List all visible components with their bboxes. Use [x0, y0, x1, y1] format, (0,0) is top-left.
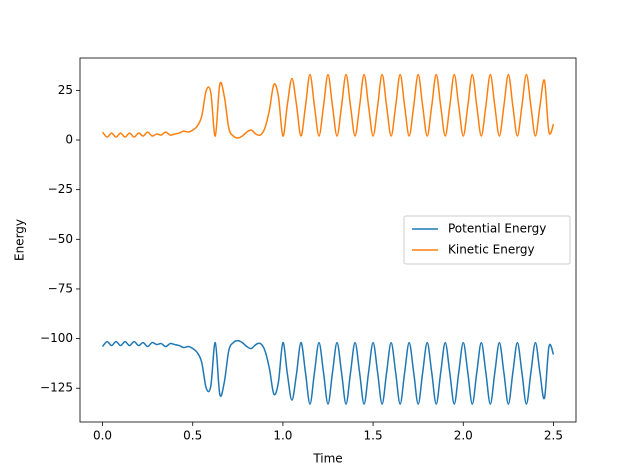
x-tick-label: 2.0: [454, 429, 473, 443]
line: [101, 73, 555, 139]
y-tick-label: −100: [40, 331, 73, 345]
y-axis-label: Energy: [13, 219, 27, 261]
y-tick-label: −75: [48, 281, 73, 295]
x-tick-label: 0.5: [183, 429, 202, 443]
x-tick-label: 1.5: [364, 429, 383, 443]
y-tick-label: −25: [48, 182, 73, 196]
legend-label: Kinetic Energy: [448, 243, 535, 257]
y-tick-label: −125: [40, 381, 73, 395]
line: [101, 339, 555, 405]
y-tick-label: −50: [48, 232, 73, 246]
y-tick-label: 0: [65, 133, 73, 147]
x-tick-label: 1.0: [273, 429, 292, 443]
x-tick-label: 0.0: [93, 429, 112, 443]
legend: Potential Energy Kinetic Energy: [403, 215, 571, 265]
legend-label: Potential Energy: [448, 222, 546, 236]
y-tick-label: 25: [58, 83, 73, 97]
x-tick-label: 2.5: [544, 429, 563, 443]
legend-box: [403, 215, 571, 265]
plot-frame: [79, 57, 577, 423]
x-axis-label: Time: [312, 452, 342, 466]
